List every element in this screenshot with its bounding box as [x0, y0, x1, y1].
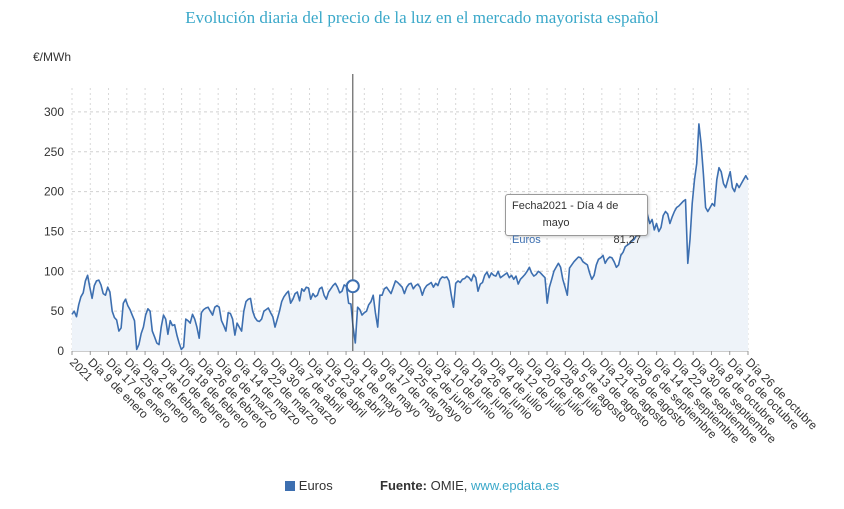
tooltip-key-euros: Euros [512, 234, 541, 246]
legend-label: Euros [298, 478, 333, 493]
series-area-euros [72, 123, 748, 352]
legend-item-euros[interactable]: Euros [284, 478, 333, 493]
tooltip-value-euros: 81,27 [613, 234, 641, 246]
source-text: OMIE, [430, 478, 468, 493]
source-link[interactable]: www.epdata.es [471, 478, 560, 493]
tooltip: Fecha 2021 - Día 4 de mayo Euros 81,27 [505, 194, 648, 246]
chart-title: Evolución diaria del precio de la luz en… [185, 8, 659, 27]
tooltip-key-date: Fecha [512, 200, 543, 212]
legend-swatch [284, 481, 295, 491]
legend: Euros Fuente: OMIE, www.epdata.es [0, 478, 844, 493]
y-tick-label: 0 [57, 344, 64, 358]
series-line-euros[interactable] [71, 123, 749, 351]
tooltip-value-date: 2021 - Día 4 de mayo [542, 200, 619, 229]
y-tick-label: 250 [44, 145, 64, 159]
y-tick-label: 100 [44, 264, 64, 278]
highlight-marker[interactable] [345, 279, 360, 294]
y-tick-label: 50 [51, 304, 65, 318]
source-label: Fuente: [380, 478, 427, 493]
y-tick-label: 300 [44, 105, 64, 119]
y-tick-label: 200 [44, 185, 64, 199]
y-tick-label: 150 [44, 224, 64, 238]
y-axis-label: €/MWh [33, 50, 71, 64]
